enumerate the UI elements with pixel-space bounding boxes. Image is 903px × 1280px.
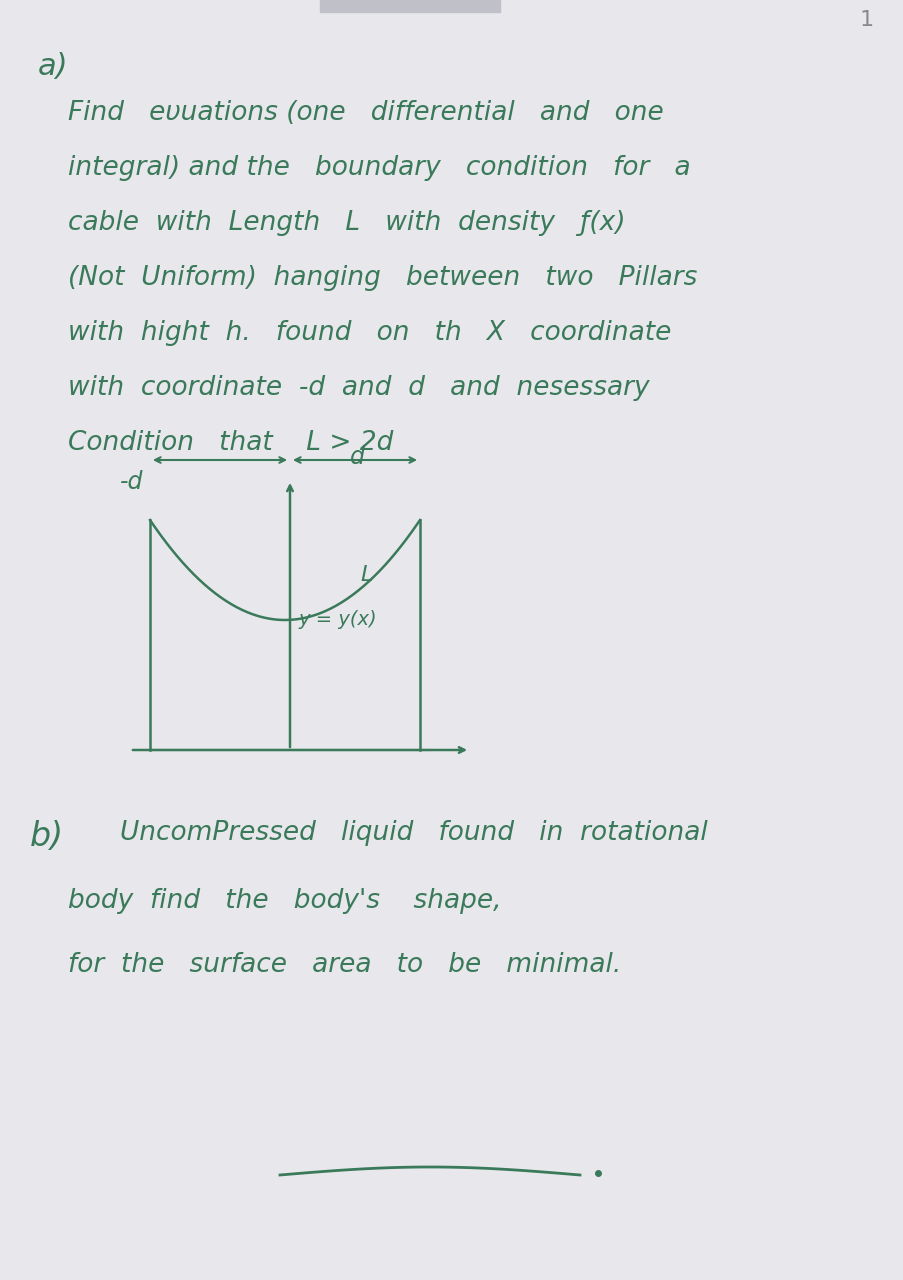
Text: -d: -d xyxy=(120,470,144,494)
Text: body  find   the   body's    shape,: body find the body's shape, xyxy=(68,888,501,914)
Text: a): a) xyxy=(38,52,69,81)
Text: y = y(x): y = y(x) xyxy=(298,611,377,628)
Bar xyxy=(320,0,499,12)
Text: integral) and the   boundary   condition   for   a: integral) and the boundary condition for… xyxy=(68,155,690,180)
Text: with  hight  h.   found   on   th   X   coordinate: with hight h. found on th X coordinate xyxy=(68,320,671,346)
Text: UncomPressed   liquid   found   in  rotational: UncomPressed liquid found in rotational xyxy=(120,820,707,846)
Text: (Not  Uniform)  hanging   between   two   Pillars: (Not Uniform) hanging between two Pillar… xyxy=(68,265,696,291)
Text: Condition   that    L > 2d: Condition that L > 2d xyxy=(68,430,393,456)
Text: 1: 1 xyxy=(859,10,873,29)
Text: cable  with  Length   L   with  density   ƒ(x): cable with Length L with density ƒ(x) xyxy=(68,210,625,236)
Text: d: d xyxy=(349,445,365,468)
Text: Find   eυuations (one   differential   and   one: Find eυuations (one differential and one xyxy=(68,100,663,125)
Text: with  coordinate  -d  and  d   and  nesessary: with coordinate -d and d and nesessary xyxy=(68,375,649,401)
Text: for  the   surface   area   to   be   minimal.: for the surface area to be minimal. xyxy=(68,952,620,978)
Text: b): b) xyxy=(30,820,64,852)
Text: L: L xyxy=(359,564,372,585)
